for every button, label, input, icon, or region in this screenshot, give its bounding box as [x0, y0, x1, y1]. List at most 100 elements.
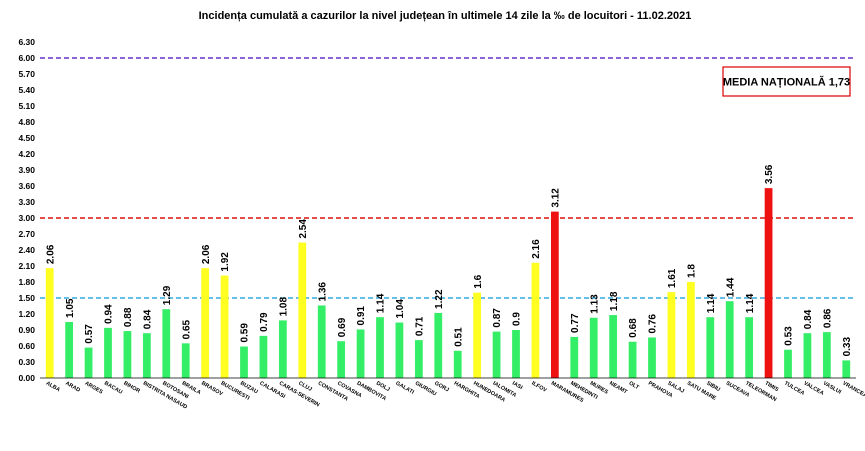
national-average-annotation: MEDIA NAȚIONALĂ 1,73 [722, 66, 851, 97]
data-label: 1.8 [686, 264, 697, 278]
y-tick-label: 0.60 [18, 341, 35, 351]
x-tick-label: VALCEA [802, 381, 824, 397]
data-label: 0.9 [512, 312, 523, 326]
data-labels: 2.06 1.05 0.57 0.94 0.88 0.84 1.29 0.65 2.06 1.92… [45, 164, 853, 356]
bar-iasi [512, 330, 520, 378]
x-axis: ALBA ARAD ARGES BACAU BIHOR BISTRITA NASAUDBO… [40, 377, 865, 411]
y-tick-label: 3.30 [18, 197, 35, 207]
y-tick-label: 2.40 [18, 245, 35, 255]
bar-olt [628, 341, 637, 378]
annotation-text: MEDIA NAȚIONALĂ 1,73 [723, 76, 850, 89]
data-label: 1.08 [278, 296, 289, 316]
x-tick-label: OLT [628, 381, 641, 392]
data-label: 0.91 [356, 306, 367, 326]
data-label: 0.84 [803, 309, 814, 329]
data-label: 0.76 [648, 314, 659, 334]
y-tick-label: 1.50 [18, 293, 35, 303]
x-tick-label: ARGES [84, 381, 104, 396]
bar-teleorman [745, 317, 754, 378]
x-tick-label: ALBA [45, 381, 61, 394]
annotation-box [722, 66, 851, 97]
x-tick-label: VASLUI [822, 381, 843, 396]
data-label: 1.13 [589, 294, 600, 314]
data-label: 1.04 [395, 299, 406, 319]
data-label: 2.54 [298, 219, 309, 239]
bar-mures [589, 317, 598, 378]
x-tick-label: VRANCEA [841, 381, 865, 400]
y-tick-label: 5.40 [18, 85, 35, 95]
data-label: 1.18 [609, 291, 620, 311]
bar-calarasi [259, 335, 268, 378]
x-tick-label: BIHOR [122, 381, 140, 395]
y-tick-label: 4.20 [18, 149, 35, 159]
y-tick-label: 2.70 [18, 229, 35, 239]
y-tick-label: 3.60 [18, 181, 35, 191]
bar-timis [764, 188, 773, 378]
bar-neamt [609, 315, 618, 378]
x-tick-label: ARAD [64, 381, 81, 394]
data-label: 0.57 [84, 324, 95, 344]
bar-mehedinti [570, 336, 579, 378]
data-label: 0.94 [104, 304, 115, 324]
bar-constanta [317, 305, 326, 378]
data-label: 2.16 [531, 239, 542, 259]
y-tick-label: 0.90 [18, 325, 35, 335]
bar-salaj [667, 292, 676, 378]
bar-cluj [298, 242, 307, 378]
data-label: 1.14 [706, 293, 717, 313]
bar-brasov [201, 268, 210, 378]
bar-tulcea [784, 349, 792, 378]
y-tick-label: 6.30 [18, 37, 35, 47]
bar-suceava [725, 301, 734, 378]
bar-ialomita [492, 331, 501, 378]
bar-galati [395, 322, 404, 378]
data-label: 1.36 [317, 282, 328, 302]
bar-giurgiu [414, 340, 423, 378]
bar-braila [181, 343, 190, 378]
y-tick-label: 4.50 [18, 133, 35, 143]
data-label: 0.84 [142, 309, 153, 329]
data-label: 0.77 [570, 313, 581, 333]
data-label: 0.71 [414, 316, 425, 336]
bar-alba [45, 268, 54, 378]
data-label: 3.56 [764, 164, 775, 184]
bar-valcea [803, 333, 812, 378]
bar-bihor [123, 331, 132, 378]
y-axis: 0.00 0.30 0.60 0.90 1.20 1.50 1.80 2.10 2.40 2.70… [18, 37, 35, 383]
data-label: 0.33 [842, 336, 853, 356]
bar-gorj [434, 312, 443, 378]
y-tick-label: 5.70 [18, 69, 35, 79]
data-label: 1.05 [65, 298, 76, 318]
bar-arges [84, 347, 93, 378]
bar-buzau [240, 346, 248, 378]
data-label: 1.44 [725, 277, 736, 297]
bar-covasna [337, 341, 346, 378]
bar-dambovita [356, 329, 365, 378]
reference-lines [40, 57, 856, 299]
data-label: 2.06 [201, 244, 212, 264]
bar-satu-mare [686, 282, 695, 378]
x-tick-label: BACAU [103, 381, 123, 396]
data-label: 0.59 [240, 323, 251, 343]
y-tick-label: 6.00 [18, 53, 35, 63]
data-label: 1.14 [745, 293, 756, 313]
bar-bacau [104, 327, 112, 378]
y-tick-label: 2.10 [18, 261, 35, 271]
data-label: 0.65 [181, 319, 192, 339]
data-label: 1.6 [473, 274, 484, 288]
bar-bistrita-nasaud [142, 333, 151, 378]
data-label: 1.61 [667, 268, 678, 288]
x-tick-label: TULCEA [783, 381, 805, 397]
bar-ilfov [531, 262, 540, 378]
y-tick-label: 3.00 [18, 213, 35, 223]
bar-sibiu [706, 317, 715, 378]
data-label: 1.22 [434, 289, 445, 309]
bar-vaslui [822, 332, 831, 378]
data-label: 3.12 [550, 188, 561, 208]
data-label: 0.51 [453, 327, 464, 347]
y-tick-label: 3.90 [18, 165, 35, 175]
data-label: 0.69 [337, 317, 348, 337]
x-tick-label: ILFOV [530, 381, 547, 394]
